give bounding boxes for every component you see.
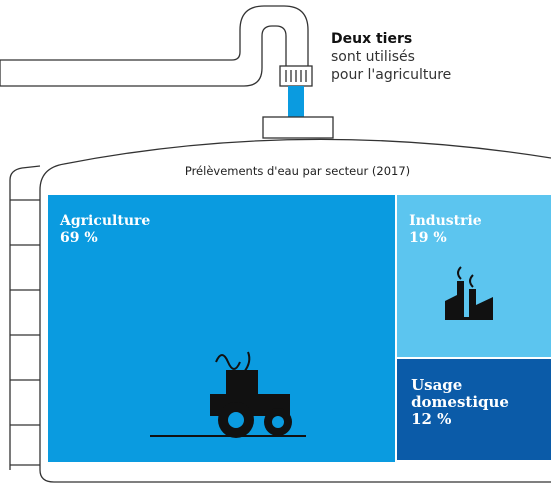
hatch bbox=[263, 117, 333, 138]
category-label: Agriculture bbox=[60, 213, 170, 230]
chart-title: Prélèvements d'eau par secteur (2017) bbox=[0, 164, 551, 178]
value-label: 19 % bbox=[409, 230, 539, 247]
annotation: Deux tiers sont utilisés pour l'agricult… bbox=[331, 30, 451, 84]
category-label: Industrie bbox=[409, 213, 519, 230]
page: Deux tiers sont utilisés pour l'agricult… bbox=[0, 0, 551, 488]
ladder-rung bbox=[10, 200, 40, 465]
annotation-title: Deux tiers bbox=[331, 30, 451, 48]
tank bbox=[40, 470, 551, 482]
category-label: Usage domestique bbox=[411, 377, 521, 411]
factory-icon bbox=[443, 265, 495, 321]
tractor-icon bbox=[148, 342, 308, 442]
annotation-text: sont utilisés bbox=[331, 48, 451, 66]
value-label: 12 % bbox=[411, 411, 539, 428]
pipe bbox=[0, 26, 286, 86]
annotation-text: pour l'agriculture bbox=[331, 66, 451, 84]
value-label: 69 % bbox=[60, 230, 383, 247]
water bbox=[288, 86, 304, 117]
